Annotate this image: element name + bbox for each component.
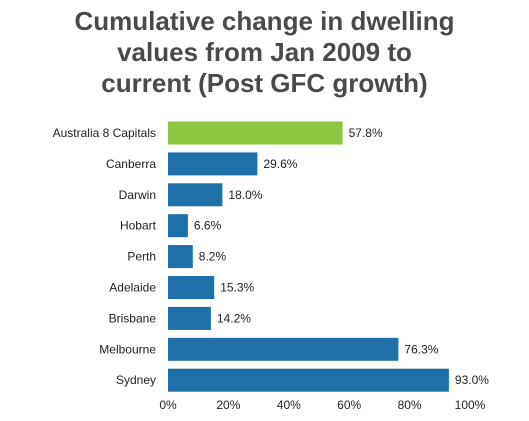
- chart-title-line-2: values from Jan 2009 to: [117, 37, 412, 67]
- chart-title-line-1: Cumulative change in dwelling: [74, 6, 455, 36]
- chart-title: Cumulative change in dwelling values fro…: [0, 6, 529, 99]
- chart-title-line-3: current (Post GFC growth): [101, 68, 428, 98]
- category-label-1: Canberra: [106, 157, 156, 171]
- x-tick-label-5: 100%: [455, 398, 486, 412]
- category-label-0: Australia 8 Capitals: [53, 126, 156, 140]
- value-label-0: 57.8%: [349, 126, 383, 140]
- bar-3: [168, 214, 188, 238]
- x-axis-ticks: 0% 20% 40% 60% 80% 100%: [159, 398, 485, 412]
- value-label-1: 29.6%: [263, 157, 297, 171]
- x-tick-label-0: 0%: [159, 398, 177, 412]
- bar-5: [168, 276, 215, 299]
- value-label-5: 15.3%: [220, 281, 254, 295]
- x-tick-label-1: 20%: [216, 398, 240, 412]
- category-label-3: Hobart: [120, 219, 157, 233]
- bar-1: [168, 152, 258, 176]
- category-labels: Australia 8 Capitals Canberra Darwin Hobart…: [53, 126, 157, 387]
- category-label-4: Perth: [127, 250, 156, 264]
- category-label-2: Darwin: [119, 188, 156, 202]
- value-label-6: 14.2%: [217, 311, 251, 325]
- value-label-7: 76.3%: [404, 342, 438, 356]
- value-label-8: 93.0%: [455, 373, 489, 387]
- bar-0: [168, 121, 343, 145]
- value-label-3: 6.6%: [194, 219, 222, 233]
- value-label-4: 8.2%: [199, 250, 227, 264]
- bar-4: [168, 245, 193, 269]
- category-label-6: Brisbane: [109, 311, 157, 325]
- x-tick-label-3: 60%: [337, 398, 361, 412]
- category-label-7: Melbourne: [99, 342, 156, 356]
- bar-2: [168, 183, 223, 207]
- bars-group: [168, 121, 449, 392]
- bar-6: [168, 306, 211, 330]
- bar-8: [168, 368, 449, 392]
- value-labels: 57.8% 29.6% 18.0% 6.6% 8.2% 15.3% 14.2% 76.3% 93…: [194, 126, 489, 387]
- category-label-5: Adelaide: [109, 281, 156, 295]
- x-tick-label-4: 80%: [398, 398, 422, 412]
- bar-7: [168, 337, 399, 361]
- category-label-8: Sydney: [116, 373, 156, 387]
- x-tick-label-2: 40%: [277, 398, 301, 412]
- value-label-2: 18.0%: [228, 188, 262, 202]
